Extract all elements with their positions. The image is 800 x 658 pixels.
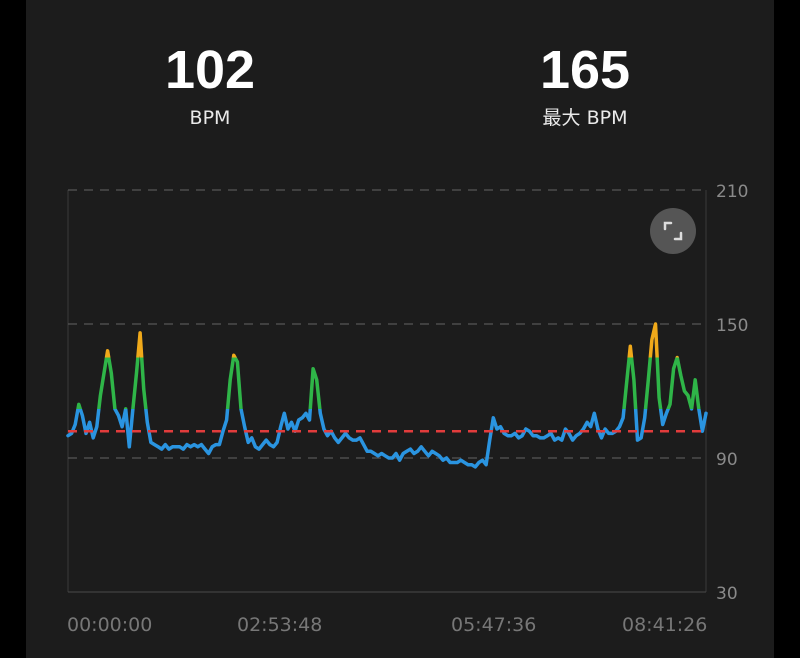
expand-icon (663, 221, 683, 241)
current-bpm-label: BPM (189, 107, 231, 129)
max-bpm: 165 最大 BPM (520, 40, 650, 130)
x-tick-label: 02:53:48 (237, 614, 323, 636)
y-tick-label: 150 (716, 316, 749, 336)
max-bpm-label: 最大 BPM (542, 107, 628, 129)
current-bpm-value: 102 (164, 40, 256, 100)
max-bpm-value: 165 (539, 40, 631, 100)
x-tick-label: 05:47:36 (451, 614, 537, 636)
expand-button[interactable] (650, 208, 696, 254)
y-tick-label: 90 (716, 450, 738, 470)
heart-rate-series-line (66, 322, 708, 469)
y-tick-label: 30 (716, 584, 738, 604)
y-tick-label: 210 (716, 182, 749, 202)
heart-rate-panel (26, 0, 774, 658)
current-bpm: 102 BPM (160, 40, 260, 130)
x-tick-label: 00:00:00 (67, 614, 153, 636)
x-tick-label: 08:41:26 (622, 614, 708, 636)
